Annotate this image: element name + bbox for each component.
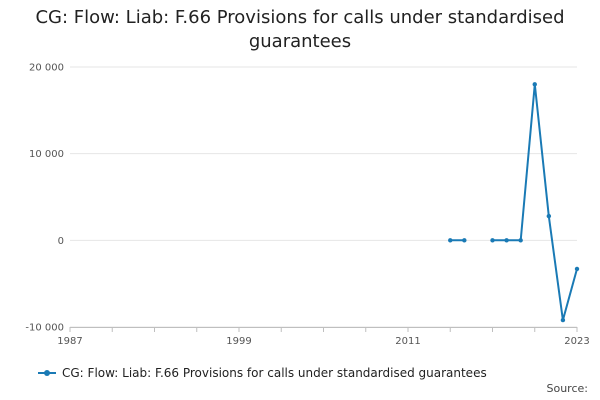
chart-title-line-1: CG: Flow: Liab: F.66 Provisions for call… bbox=[35, 7, 565, 28]
data-point bbox=[518, 238, 523, 243]
data-point bbox=[462, 238, 467, 243]
legend-dot-marker bbox=[44, 370, 50, 376]
legend[interactable]: CG: Flow: Liab: F.66 Provisions for call… bbox=[38, 366, 487, 380]
series-line bbox=[448, 82, 580, 323]
data-point bbox=[560, 317, 566, 323]
grid-lines bbox=[70, 66, 577, 328]
legend-label: CG: Flow: Liab: F.66 Provisions for call… bbox=[62, 366, 487, 380]
y-tick-label: 20 000 bbox=[29, 63, 64, 74]
x-tick-label: 1999 bbox=[226, 336, 251, 347]
data-point bbox=[504, 238, 509, 243]
y-tick-label: -10 000 bbox=[25, 323, 64, 334]
y-tick-label: 10 000 bbox=[29, 149, 64, 160]
x-tick-label: 2011 bbox=[395, 336, 420, 347]
data-point bbox=[448, 238, 453, 243]
chart-title-line-2: guarantees bbox=[248, 31, 352, 52]
x-axis bbox=[69, 327, 578, 332]
chart-title: CG: Flow: Liab: F.66 Provisions for call… bbox=[0, 6, 600, 54]
x-tick-label: 2023 bbox=[564, 336, 589, 347]
data-point bbox=[546, 213, 552, 219]
series-line-segment bbox=[491, 83, 578, 322]
y-axis-labels: 20 000 10 000 0 -10 000 bbox=[25, 63, 64, 334]
y-tick-label: 0 bbox=[58, 236, 64, 247]
x-tick-label: 1987 bbox=[57, 336, 82, 347]
source-label: Source: bbox=[546, 382, 589, 395]
data-point bbox=[532, 82, 537, 87]
data-point bbox=[574, 266, 580, 272]
x-axis-labels: 1987 1999 2011 2023 bbox=[57, 336, 589, 347]
legend-swatch bbox=[38, 367, 56, 379]
data-point bbox=[490, 238, 495, 243]
